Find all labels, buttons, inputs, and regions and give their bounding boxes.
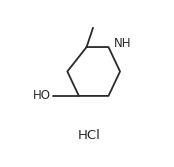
Text: NH: NH [114, 37, 131, 50]
Text: HO: HO [33, 89, 51, 102]
Text: HCl: HCl [78, 129, 101, 142]
